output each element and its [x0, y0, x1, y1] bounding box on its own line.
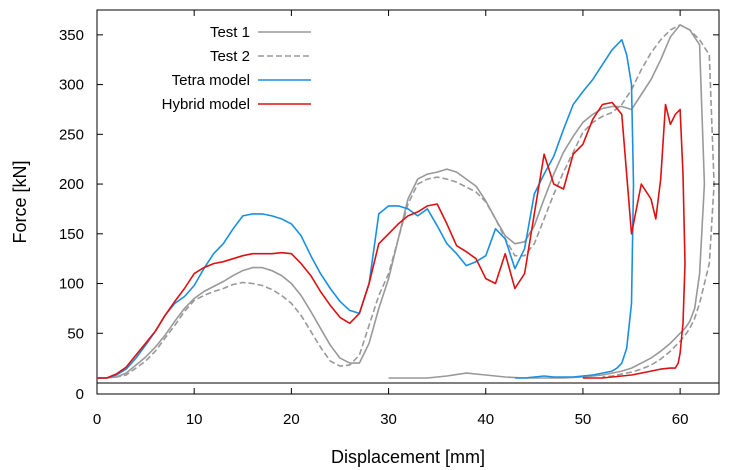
legend-label: Tetra model — [172, 72, 250, 89]
plot-frame — [96, 9, 720, 395]
x-axis-label: Displacement [mm] — [331, 447, 485, 467]
y-tick-label: 150 — [59, 226, 84, 243]
series-group — [97, 24, 715, 379]
y-tick-label: 300 — [59, 77, 84, 94]
x-tick-label: 20 — [283, 411, 300, 428]
x-tick-label: 30 — [380, 411, 397, 428]
legend-label: Hybrid model — [162, 96, 250, 113]
x-ticks: 0 10 20 30 40 50 60 — [93, 10, 689, 428]
y-axis-label: Force [kN] — [10, 160, 30, 243]
y-tick-label: 50 — [67, 325, 84, 342]
y-tick-label: 250 — [59, 126, 84, 143]
x-tick-label: 50 — [575, 411, 592, 428]
series-line-test-2 — [97, 24, 715, 379]
series-line-hybrid-model — [97, 101, 686, 379]
x-tick-label: 0 — [93, 411, 101, 428]
x-tick-label: 40 — [477, 411, 494, 428]
plot-area: 0 10 20 30 40 50 60 0 50 100 150 200 250 300 350 — [59, 9, 720, 428]
y-tick-label: 100 — [59, 276, 84, 293]
legend: Test 1 Test 2 Tetra model Hybrid model — [162, 24, 311, 113]
x-tick-label: 10 — [186, 411, 203, 428]
legend-label: Test 1 — [210, 24, 250, 41]
x-tick-label: 60 — [672, 411, 689, 428]
series-line-tetra-model — [97, 38, 635, 379]
y-tick-label: 0 — [76, 386, 84, 403]
y-tick-label: 350 — [59, 27, 84, 44]
y-tick-label: 200 — [59, 176, 84, 193]
y-ticks: 0 50 100 150 200 250 300 350 — [59, 27, 719, 403]
series-line-test-1 — [97, 24, 706, 379]
legend-label: Test 2 — [210, 48, 250, 65]
